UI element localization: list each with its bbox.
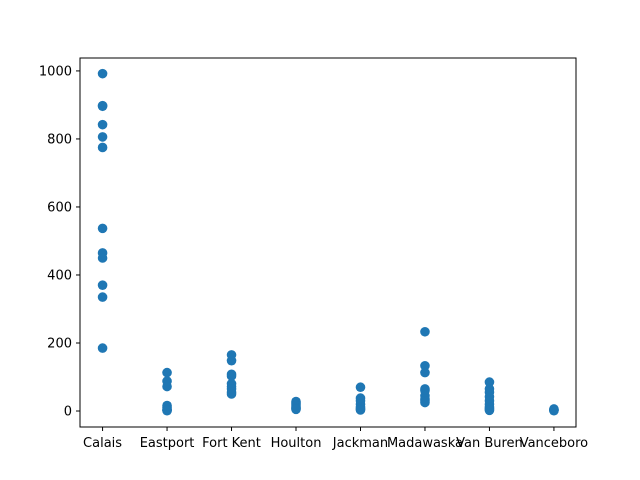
data-point: [291, 404, 301, 415]
x-tick-label: Madawaska: [387, 436, 463, 451]
data-point: [97, 119, 108, 130]
data-point: [97, 142, 108, 153]
y-tick-label: 0: [64, 405, 72, 420]
x-tick-label: Fort Kent: [202, 436, 261, 451]
data-point: [420, 326, 430, 337]
data-point: [355, 382, 366, 393]
y-tick-label: 400: [47, 268, 72, 283]
y-tick-label: 800: [47, 132, 72, 147]
data-point: [226, 371, 237, 381]
data-point: [226, 355, 237, 366]
x-tick-label: Eastport: [140, 436, 195, 451]
data-point: [97, 292, 108, 302]
data-point: [420, 397, 430, 408]
axes-layer: Calais Eastport Fort Kent Houlton JackmanMad…: [39, 64, 588, 451]
data-point: [97, 223, 108, 234]
data-point: [226, 389, 237, 399]
x-tick-label: Vanceboro: [520, 436, 588, 451]
y-tick-label: 1000: [39, 64, 72, 79]
y-tick-label: 600: [47, 200, 72, 215]
plot-area: [80, 58, 576, 427]
x-tick-label: Van Buren: [456, 436, 523, 451]
data-point: [97, 101, 108, 112]
data-point: [97, 343, 108, 353]
data-point: [162, 405, 172, 416]
data-point: [420, 360, 430, 371]
x-tick-label: Jackman: [332, 436, 388, 451]
data-point: [97, 132, 108, 142]
points-layer: [97, 68, 559, 416]
data-point: [420, 367, 430, 378]
x-tick-label: Calais: [83, 436, 122, 451]
data-point: [484, 405, 495, 416]
data-point: [484, 377, 495, 387]
data-point: [162, 381, 172, 392]
y-tick-label: 200: [47, 336, 72, 351]
data-point: [97, 68, 108, 79]
data-point: [97, 253, 108, 263]
x-tick-label: Houlton: [271, 436, 322, 451]
data-point: [97, 280, 108, 290]
data-point: [355, 405, 366, 415]
data-point: [549, 405, 559, 416]
axes-frame: [79, 57, 577, 428]
data-point: [162, 367, 172, 378]
